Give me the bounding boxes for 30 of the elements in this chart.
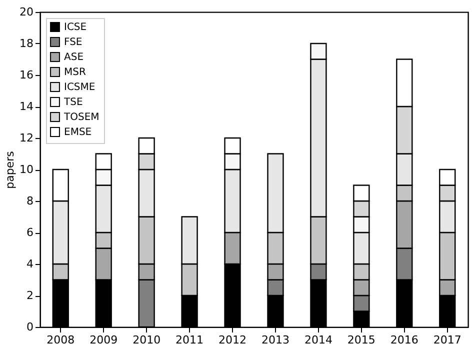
legend-label: ICSE — [64, 22, 87, 33]
legend-label: MSR — [64, 67, 86, 78]
x-tick-label: 2010 — [132, 334, 161, 346]
legend-label: ASE — [64, 52, 84, 63]
x-tick-label: 2015 — [347, 334, 376, 346]
legend-label: FSE — [64, 37, 82, 48]
x-tick-label: 2008 — [46, 334, 75, 346]
y-tick-label: 0 — [26, 320, 34, 334]
x-tick-label: 2014 — [304, 334, 332, 346]
legend-label: TSE — [63, 97, 83, 108]
y-tick-label: 18 — [20, 37, 34, 50]
y-tick-label: 12 — [20, 132, 34, 144]
y-tick-label: 8 — [26, 194, 34, 208]
x-tick-label: 2013 — [261, 334, 290, 346]
x-tick-label: 2012 — [218, 334, 247, 346]
y-tick-label: 20 — [20, 6, 34, 18]
y-tick-label: 6 — [26, 226, 34, 239]
y-axis-title: papers — [4, 150, 17, 189]
y-tick-label: 2 — [26, 289, 34, 302]
y-tick-label: 14 — [20, 100, 34, 113]
legend-label: ICSME — [64, 82, 96, 93]
x-tick-label: 2011 — [176, 334, 204, 346]
x-tick-label: 2016 — [390, 334, 418, 346]
y-tick-label: 10 — [20, 163, 34, 176]
y-tick-label: 4 — [26, 258, 34, 270]
legend-label: TOSEM — [63, 112, 100, 123]
legend-label: EMSE — [64, 127, 92, 138]
y-tick-label: 16 — [20, 68, 34, 82]
x-tick-label: 2017 — [433, 334, 462, 346]
x-tick-label: 2009 — [90, 334, 118, 346]
